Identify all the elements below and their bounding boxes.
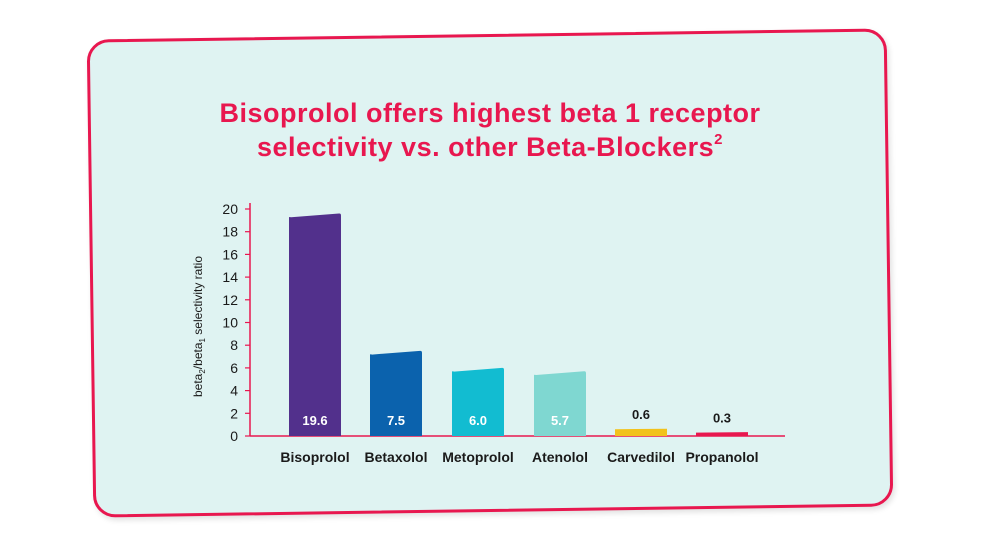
bar-metoprolol — [452, 367, 504, 436]
y-tick-label: 4 — [230, 383, 238, 399]
y-tick-label: 20 — [222, 201, 238, 217]
chart-axes: 0 2 4 6 8 10 12 14 16 18 20 beta2/beta1 selectivity… — [191, 201, 785, 444]
bar-bisoprolol — [289, 213, 341, 436]
y-tick-label: 16 — [222, 246, 238, 262]
y-tick-label: 14 — [222, 269, 238, 285]
chart-title: Bisoprolol offers highest beta 1 recepto… — [100, 96, 880, 164]
bar-betaxolol — [370, 350, 422, 436]
bar-carvedilol — [615, 428, 667, 436]
title-line-2: selectivity vs. other Beta-Blockers2 — [100, 130, 880, 164]
y-tick-label: 10 — [222, 315, 238, 331]
data-label: 7.5 — [387, 413, 405, 428]
bar-propanolol — [696, 432, 748, 436]
data-label: 19.6 — [302, 413, 327, 428]
bar-atenolol — [534, 371, 586, 436]
x-tick-label: Propanolol — [685, 449, 758, 465]
y-tick-label: 6 — [230, 360, 238, 376]
x-tick-label: Carvedilol — [607, 449, 675, 465]
y-tick-label: 0 — [230, 428, 238, 444]
y-tick-label: 2 — [230, 405, 238, 421]
data-label: 5.7 — [551, 413, 569, 428]
title-superscript: 2 — [714, 131, 724, 148]
x-tick-label: Atenolol — [532, 449, 588, 465]
chart-labels: 19.6 Bisoprolol 7.5 Betaxolol 6.0 Metoprolol 5… — [280, 407, 758, 465]
x-tick-label: Metoprolol — [442, 449, 514, 465]
title-line-1: Bisoprolol offers highest beta 1 recepto… — [219, 98, 761, 128]
data-label: 0.6 — [632, 407, 650, 422]
title-line-2-text: selectivity vs. other Beta-Blockers — [256, 132, 715, 162]
y-tick-label: 18 — [222, 224, 238, 240]
data-label: 6.0 — [469, 413, 487, 428]
x-tick-label: Bisoprolol — [280, 449, 349, 465]
y-tick-label: 8 — [230, 337, 238, 353]
x-tick-label: Betaxolol — [364, 449, 427, 465]
y-axis-label: beta2/beta1 selectivity ratio — [191, 256, 207, 397]
chart-bars — [289, 213, 748, 436]
data-label: 0.3 — [713, 411, 731, 426]
y-tick-label: 12 — [222, 292, 238, 308]
